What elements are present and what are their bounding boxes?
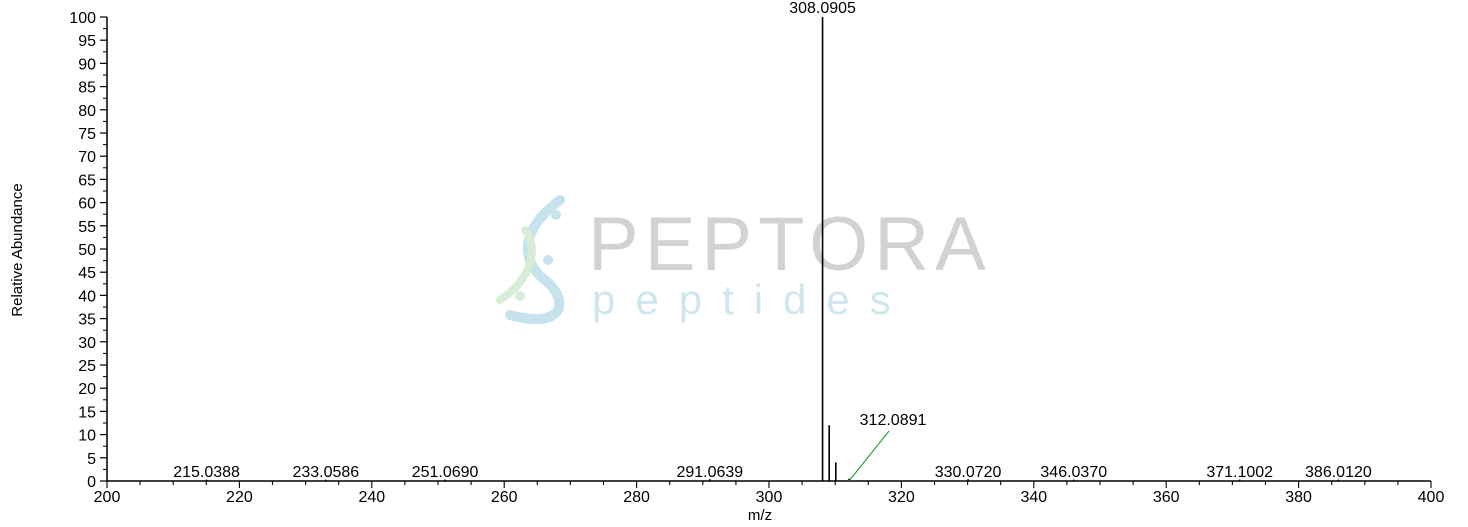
- y-tick-label: 40: [78, 288, 96, 305]
- y-tick-label: 0: [87, 474, 96, 491]
- x-axis-title: m/z: [748, 507, 772, 524]
- watermark-sub: peptides: [592, 276, 911, 323]
- y-tick-label: 65: [78, 172, 96, 189]
- y-tick-label: 70: [78, 149, 96, 166]
- watermark: PEPTORA peptides: [496, 195, 992, 325]
- x-tick-label: 340: [1020, 489, 1047, 506]
- x-tick-label: 280: [623, 489, 650, 506]
- peak-label: 215.0388: [173, 464, 240, 481]
- y-tick-label: 35: [78, 312, 96, 329]
- y-tick-label: 90: [78, 56, 96, 73]
- y-tick-label: 100: [69, 10, 96, 27]
- y-tick-label: 15: [78, 404, 96, 421]
- y-tick-label: 75: [78, 126, 96, 143]
- y-ticks: 0 5 10 15 20 25 30 35 40 45 50 55 60 65 70 75 80 85 90 95 10…: [69, 10, 107, 491]
- x-tick-label: 360: [1153, 489, 1180, 506]
- peak-label: 233.0586: [292, 464, 359, 481]
- axes: 0 5 10 15 20 25 30 35 40 45 50 55 60 65 70 75 80 85 90 95 10…: [69, 10, 1444, 506]
- x-tick-label: 400: [1418, 489, 1445, 506]
- x-tick-label: 380: [1285, 489, 1312, 506]
- watermark-brand: PEPTORA: [588, 202, 992, 287]
- peak-label: 291.0639: [676, 464, 743, 481]
- y-tick-label: 45: [78, 265, 96, 282]
- y-tick-label: 55: [78, 219, 96, 236]
- y-tick-label: 5: [87, 451, 96, 468]
- y-tick-label: 95: [78, 33, 96, 50]
- y-tick-label: 30: [78, 335, 96, 352]
- peak-label: 312.0891: [860, 412, 927, 429]
- peak-label: 308.0905: [789, 0, 856, 17]
- y-tick-label: 10: [78, 428, 96, 445]
- y-tick-label: 60: [78, 196, 96, 213]
- x-tick-label: 200: [94, 489, 121, 506]
- x-tick-label: 260: [491, 489, 518, 506]
- y-tick-label: 20: [78, 381, 96, 398]
- peak-label: 251.0690: [412, 464, 479, 481]
- x-tick-label: 220: [226, 489, 253, 506]
- peak-labels: 215.0388 233.0586 251.0690 291.0639 308.0905…: [173, 0, 1372, 482]
- peak-label: 346.0370: [1040, 464, 1107, 481]
- peak-label: 330.0720: [935, 464, 1002, 481]
- x-tick-label: 300: [756, 489, 783, 506]
- y-tick-label: 80: [78, 103, 96, 120]
- peak-leader-line: [848, 430, 890, 482]
- x-tick-label: 240: [358, 489, 385, 506]
- peak-label: 386.0120: [1305, 464, 1372, 481]
- y-tick-label: 25: [78, 358, 96, 375]
- peaks: [205, 17, 1340, 481]
- peak-label: 371.1002: [1206, 464, 1273, 481]
- helix-logo-icon: [496, 195, 565, 325]
- x-tick-label: 320: [888, 489, 915, 506]
- y-tick-label: 85: [78, 80, 96, 97]
- y-tick-label: 50: [78, 242, 96, 259]
- y-axis-title: Relative Abundance: [9, 183, 26, 316]
- x-ticks: 200 220 240 260 280 300 320 340 360 380 400: [94, 481, 1445, 506]
